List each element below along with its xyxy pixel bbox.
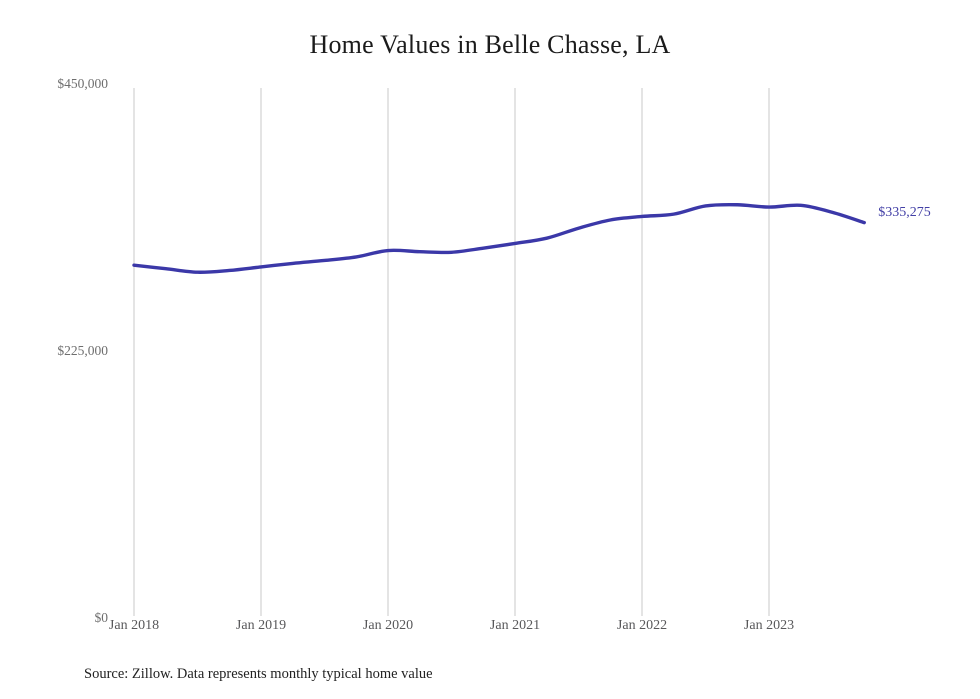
y-axis-tick-label-225000: $225,000 — [57, 343, 108, 358]
y-axis-tick-label-0: $0 — [94, 610, 109, 625]
endpoint-value-label: $335,275 — [878, 204, 931, 220]
value-line-series — [132, 202, 866, 274]
chart-title: Home Values in Belle Chasse, LA — [309, 30, 671, 59]
x-axis-tick-label-jan-2022: Jan 2022 — [616, 618, 668, 633]
source-note: Source: Zillow. Data represents monthly … — [84, 666, 433, 682]
gridlines — [133, 88, 770, 616]
x-axis-tick-label-jan-2020: Jan 2020 — [362, 618, 414, 633]
y-axis-tick-label-450000: $450,000 — [57, 76, 108, 91]
x-axis-tick-label-jan-2019: Jan 2019 — [235, 618, 287, 633]
x-axis-tick-label-jan-2018: Jan 2018 — [108, 618, 160, 633]
x-axis-tick-label-jan-2023: Jan 2023 — [743, 618, 795, 633]
x-axis-tick-label-jan-2021: Jan 2021 — [489, 618, 541, 633]
